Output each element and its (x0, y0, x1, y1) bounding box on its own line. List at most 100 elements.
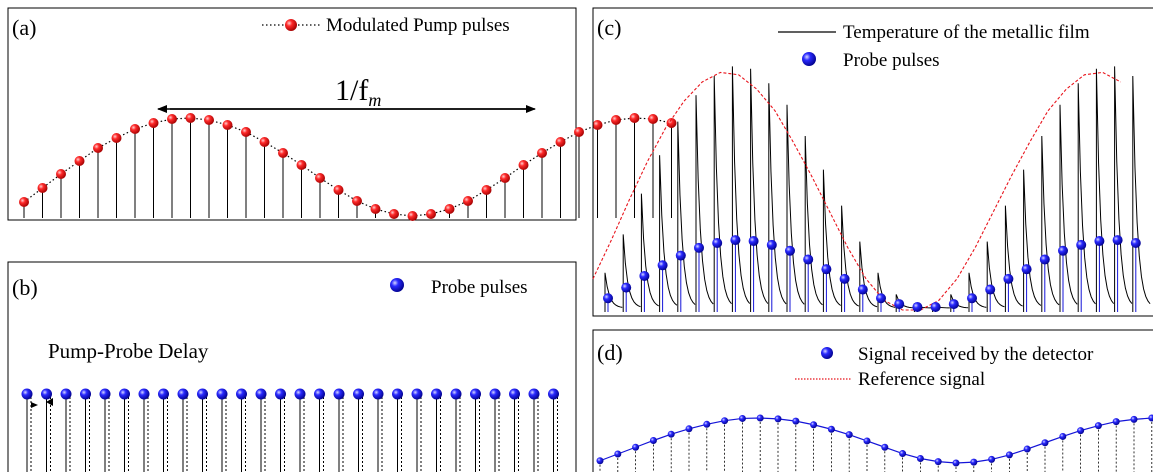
pump-pulse-marker (37, 183, 48, 193)
temperature-spike (695, 95, 714, 312)
temperature-spike (659, 155, 678, 312)
pump-pulse-marker (19, 197, 29, 207)
probe-pulse-marker (1130, 237, 1141, 248)
legend-a-text: Modulated Pump pulses (326, 15, 510, 36)
temperature-spike (1059, 104, 1078, 312)
temperature-curve (604, 66, 1151, 312)
probe-pulse-marker (967, 293, 977, 304)
signal-marker (738, 414, 746, 422)
probe-pulse-marker (894, 299, 905, 310)
temperature-spike (1004, 205, 1023, 312)
pump-pulse-marker (389, 209, 399, 219)
panel-b-stems (26, 394, 558, 472)
probe-pulse-marker (138, 388, 150, 400)
panel-a-legend: Modulated Pump pulses (262, 15, 510, 36)
temperature-spike (1132, 75, 1151, 312)
signal-marker (1059, 432, 1067, 440)
pump-pulse-marker (333, 185, 344, 195)
signal-marker (1023, 445, 1031, 453)
probe-pulse-marker (912, 302, 923, 312)
period-label: 1/fm (335, 74, 381, 110)
temperature-spike (786, 104, 805, 312)
signal-marker (1077, 427, 1085, 435)
probe-pulse-marker (1021, 264, 1032, 275)
legend-c-marker (802, 52, 816, 66)
temperature-spike (968, 272, 987, 312)
temperature-spike (1077, 83, 1096, 312)
panel-c: (c) Temperature of the metallic film Pro… (592, 7, 1153, 317)
delay-label: Pump-Probe Delay (48, 339, 209, 363)
panel-b: (b) Probe pulses Pump-Probe Delay (7, 261, 577, 472)
probe-pulse-marker (333, 388, 345, 400)
panel-c-probe-stems (607, 240, 1137, 312)
signal-marker (934, 458, 942, 466)
signal-marker (721, 417, 729, 425)
probe-pulse-marker (1094, 236, 1105, 247)
probe-pulse-marker (748, 236, 759, 247)
pump-pulse-marker (148, 118, 159, 128)
temperature-spike (768, 83, 787, 312)
panel-c-probe-markers (603, 235, 1141, 312)
pump-pulse-marker (537, 148, 547, 158)
signal-marker (827, 425, 835, 433)
panel-c-label: (c) (597, 15, 621, 40)
panel-d-legend: Signal received by the detector Referenc… (795, 344, 1094, 390)
probe-pulse-marker (294, 388, 306, 400)
pump-pulse-marker (407, 211, 418, 221)
legend-b-marker (390, 278, 404, 292)
legend-c-marker-text: Probe pulses (843, 50, 940, 71)
probe-pulse-marker (1003, 273, 1014, 284)
signal-marker (632, 443, 640, 451)
pump-pulse-marker (167, 114, 177, 124)
signal-marker (1041, 439, 1049, 447)
probe-pulse-marker (821, 264, 832, 275)
probe-pulse-marker (1076, 239, 1087, 250)
temperature-spike (804, 135, 823, 312)
probe-pulse-marker (60, 388, 72, 400)
signal-marker (614, 450, 622, 458)
panel-b-label: (b) (12, 275, 38, 300)
pump-pulse-marker (241, 127, 251, 137)
probe-pulse-marker (657, 260, 668, 271)
temperature-spike (750, 68, 769, 312)
signal-marker (774, 415, 782, 423)
probe-pulse-marker (411, 388, 423, 400)
pump-pulse-marker (555, 137, 566, 147)
probe-pulse-marker (255, 388, 267, 400)
pump-pulse-marker (315, 173, 325, 183)
pump-pulse-marker (500, 173, 510, 183)
pump-pulse-marker (574, 127, 584, 137)
probe-pulse-marker (1039, 254, 1050, 265)
probe-pulse-marker (785, 245, 795, 256)
panel-b-markers (21, 388, 559, 400)
pump-pulse-marker (259, 137, 270, 147)
probe-pulse-marker (876, 293, 886, 304)
probe-pulse-marker (450, 388, 462, 400)
probe-pulse-marker (639, 270, 650, 281)
signal-marker (1094, 422, 1102, 430)
pump-pulse-marker (481, 185, 492, 195)
panel-d-label: (d) (597, 340, 623, 365)
temperature-spike (822, 169, 841, 312)
pump-pulse-marker (74, 156, 85, 166)
probe-pulse-marker (930, 302, 941, 312)
panel-c-frame (592, 7, 1153, 317)
temperature-spike (986, 241, 1005, 312)
pump-pulse-marker (352, 196, 362, 206)
probe-pulse-marker (275, 388, 286, 400)
probe-pulse-marker (675, 250, 686, 261)
delay-arrow-right (31, 402, 38, 408)
panel-c-legend: Temperature of the metallic film Probe p… (778, 22, 1090, 71)
signal-marker (649, 437, 657, 444)
probe-pulse-marker (548, 388, 559, 400)
pump-pulse-marker (278, 148, 288, 158)
pump-pulse-marker (648, 114, 658, 124)
probe-pulse-marker (21, 388, 33, 400)
signal-marker (952, 459, 960, 467)
temperature-spike (731, 66, 751, 312)
period-label-main: 1/f (335, 74, 368, 107)
probe-pulse-marker (431, 388, 442, 400)
temperature-spike (1114, 66, 1133, 312)
signal-marker (756, 414, 764, 422)
probe-pulse-marker (1058, 245, 1068, 256)
